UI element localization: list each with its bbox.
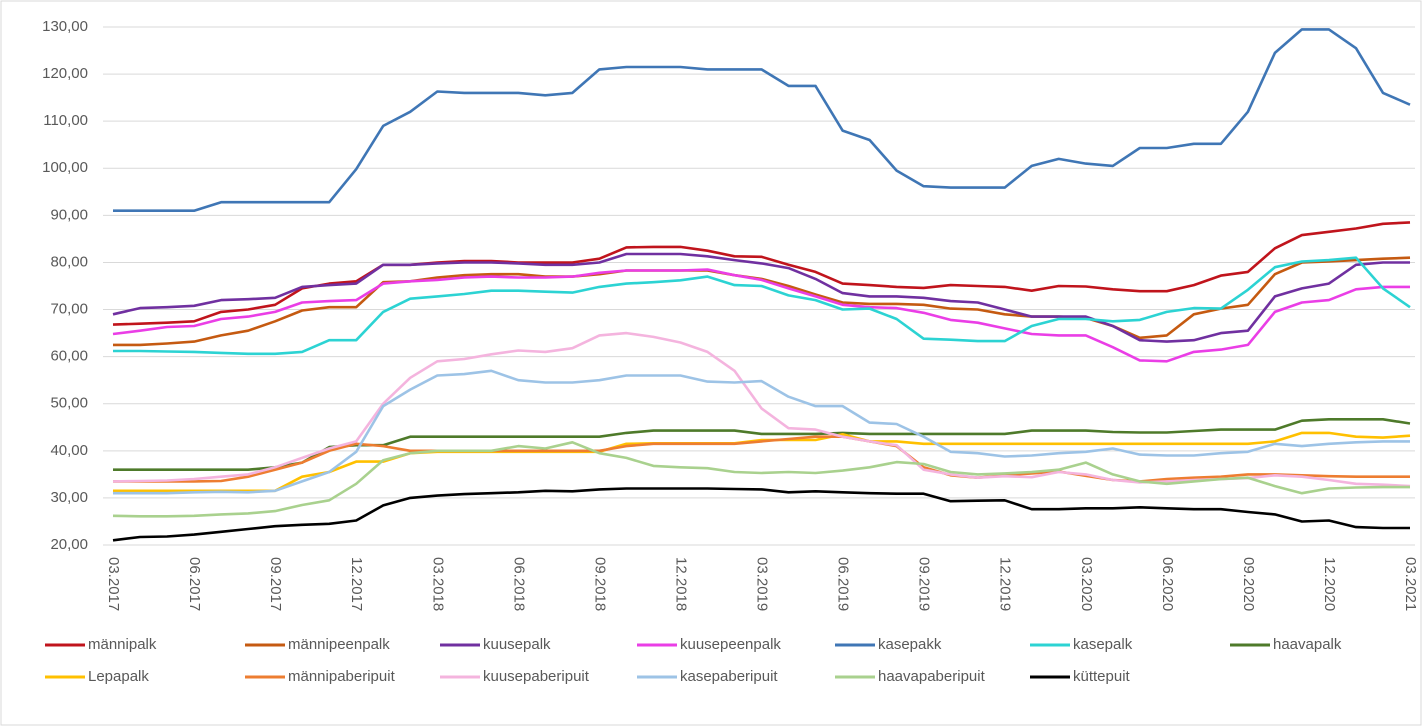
y-tick-label: 120,00 xyxy=(42,65,88,82)
y-tick-label: 80,00 xyxy=(50,253,88,270)
legend-label: haavapaberipuit xyxy=(878,668,986,685)
y-tick-label: 40,00 xyxy=(50,442,88,459)
legend-label: kasepalk xyxy=(1073,636,1133,653)
x-tick-label: 09.2019 xyxy=(916,557,933,611)
y-tick-label: 20,00 xyxy=(50,536,88,553)
series-line xyxy=(112,221,1411,326)
x-tick-label: 12.2017 xyxy=(348,557,365,611)
series-line xyxy=(112,487,1410,542)
series-line xyxy=(112,252,1410,343)
legend-label: männipaberipuit xyxy=(288,668,396,685)
series-line xyxy=(113,418,1411,471)
x-tick-label: 09.2020 xyxy=(1240,557,1257,611)
y-tick-label: 70,00 xyxy=(50,301,88,318)
x-tick-label: 03.2020 xyxy=(1078,557,1095,611)
legend-label: kuusepalk xyxy=(483,636,551,653)
x-tick-label: 06.2019 xyxy=(835,557,852,611)
y-tick-label: 100,00 xyxy=(42,159,88,176)
legend-label: küttepuit xyxy=(1073,668,1131,685)
y-tick-label: 30,00 xyxy=(50,489,88,506)
y-tick-label: 90,00 xyxy=(50,206,88,223)
series-line xyxy=(113,369,1410,495)
y-tick-label: 130,00 xyxy=(42,18,88,35)
x-tick-label: 03.2019 xyxy=(754,557,771,611)
legend-label: männipalk xyxy=(88,636,157,653)
legend-label: männipeenpalk xyxy=(288,636,390,653)
legend-label: haavapalk xyxy=(1273,636,1342,653)
series-line xyxy=(112,268,1410,363)
x-tick-label: 12.2019 xyxy=(997,557,1014,611)
legend-label: kuusepeenpalk xyxy=(680,636,781,653)
x-tick-label: 12.2018 xyxy=(672,557,689,611)
series-line xyxy=(113,28,1411,212)
series-line xyxy=(112,441,1410,518)
series-line xyxy=(113,256,1411,356)
y-tick-label: 110,00 xyxy=(43,112,88,129)
legend-label: kasepakk xyxy=(878,636,942,653)
x-tick-label: 09.2018 xyxy=(591,557,608,611)
y-tick-label: 50,00 xyxy=(50,395,88,412)
series-line xyxy=(113,435,1410,483)
x-tick-label: 03.2017 xyxy=(105,557,122,611)
x-tick-label: 06.2017 xyxy=(186,557,203,611)
legend-label: Lepapalk xyxy=(88,668,149,685)
x-tick-label: 12.2020 xyxy=(1321,557,1338,611)
x-tick-label: 03.2021 xyxy=(1402,557,1419,611)
legend-label: kasepaberipuit xyxy=(680,668,778,685)
series-line xyxy=(112,331,1411,488)
legend-label: kuusepaberipuit xyxy=(483,668,590,685)
x-tick-label: 06.2020 xyxy=(1159,557,1176,611)
x-tick-label: 09.2017 xyxy=(267,557,284,611)
x-tick-label: 03.2018 xyxy=(429,557,446,611)
x-tick-label: 06.2018 xyxy=(510,557,527,611)
y-tick-label: 60,00 xyxy=(50,348,88,365)
